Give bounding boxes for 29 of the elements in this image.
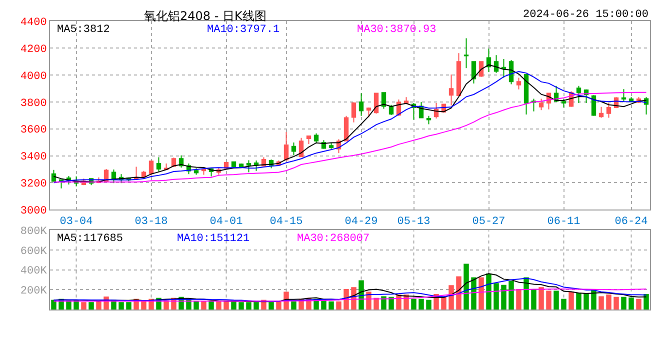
annotation: 2024-06-26 15:00:00 [523, 9, 648, 21]
y-tick-label: 400K [20, 266, 48, 278]
text: MA10:3797.1 [207, 24, 280, 36]
y-tick-label: 4200 [20, 44, 47, 56]
chart-title: 氧化铝2408 - 日K线图 [144, 9, 266, 23]
x-tick-label: 06-24 [614, 216, 648, 228]
y-tick-label: 4400 [20, 16, 47, 29]
x-tick-label: 03-18 [134, 216, 168, 228]
y-tick-label: 4000 [20, 70, 47, 83]
y-tick-label: 3000 [20, 206, 47, 218]
x-tick-label: 04-29 [344, 216, 378, 228]
x-tick-label: 03-04 [60, 216, 94, 228]
text: MA5:117685 [57, 233, 124, 245]
y-tick-label: 3800 [20, 98, 47, 110]
y-tick-label: 600K [20, 246, 48, 258]
x-tick-label: 04-01 [210, 216, 244, 228]
text: MA5:3812 [57, 24, 110, 36]
y-tick-label: 200K [20, 286, 48, 298]
y-tick-label: 3200 [20, 178, 47, 191]
y-tick-label: 3400 [20, 152, 47, 164]
y-tick-label: 3600 [20, 124, 47, 137]
text: MA30:3870.93 [357, 24, 436, 36]
x-tick-label: 05-27 [472, 216, 506, 228]
x-tick-label: 04-15 [270, 216, 303, 228]
x-tick-label: 05-13 [397, 216, 430, 228]
text: MA10:151121 [177, 233, 250, 245]
text: MA30:268007 [297, 233, 370, 245]
x-tick-label: 06-11 [547, 216, 581, 228]
y-tick-label: 800K [20, 226, 48, 238]
